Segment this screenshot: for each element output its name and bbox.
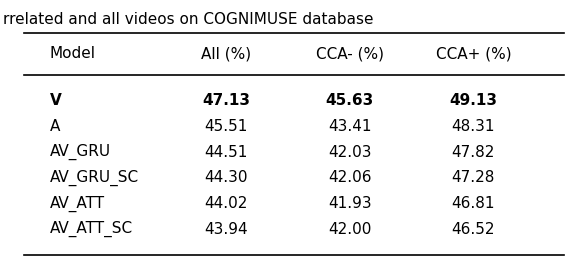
Text: 46.52: 46.52 xyxy=(452,222,495,237)
Text: 48.31: 48.31 xyxy=(452,119,495,134)
Text: 44.30: 44.30 xyxy=(205,170,248,185)
Text: 43.94: 43.94 xyxy=(205,222,248,237)
Text: AV_GRU_SC: AV_GRU_SC xyxy=(50,170,139,186)
Text: 42.00: 42.00 xyxy=(328,222,372,237)
Text: All (%): All (%) xyxy=(201,46,252,61)
Text: 42.06: 42.06 xyxy=(328,170,372,185)
Text: 44.02: 44.02 xyxy=(205,196,248,211)
Text: AV_ATT: AV_ATT xyxy=(50,195,105,212)
Text: 47.28: 47.28 xyxy=(452,170,495,185)
Text: V: V xyxy=(50,93,62,108)
Text: 41.93: 41.93 xyxy=(328,196,372,211)
Text: 46.81: 46.81 xyxy=(452,196,495,211)
Text: AV_GRU: AV_GRU xyxy=(50,144,111,160)
Text: 43.41: 43.41 xyxy=(328,119,372,134)
Text: 44.51: 44.51 xyxy=(205,145,248,160)
Text: 49.13: 49.13 xyxy=(449,93,497,108)
Text: CCA- (%): CCA- (%) xyxy=(316,46,384,61)
Text: rrelated and all videos on COGNIMUSE database: rrelated and all videos on COGNIMUSE dat… xyxy=(3,12,373,27)
Text: AV_ATT_SC: AV_ATT_SC xyxy=(50,221,133,237)
Text: 45.51: 45.51 xyxy=(205,119,248,134)
Text: 47.13: 47.13 xyxy=(202,93,250,108)
Text: 47.82: 47.82 xyxy=(452,145,495,160)
Text: 42.03: 42.03 xyxy=(328,145,372,160)
Text: Model: Model xyxy=(50,46,96,61)
Text: 45.63: 45.63 xyxy=(326,93,374,108)
Text: A: A xyxy=(50,119,61,134)
Text: CCA+ (%): CCA+ (%) xyxy=(436,46,511,61)
